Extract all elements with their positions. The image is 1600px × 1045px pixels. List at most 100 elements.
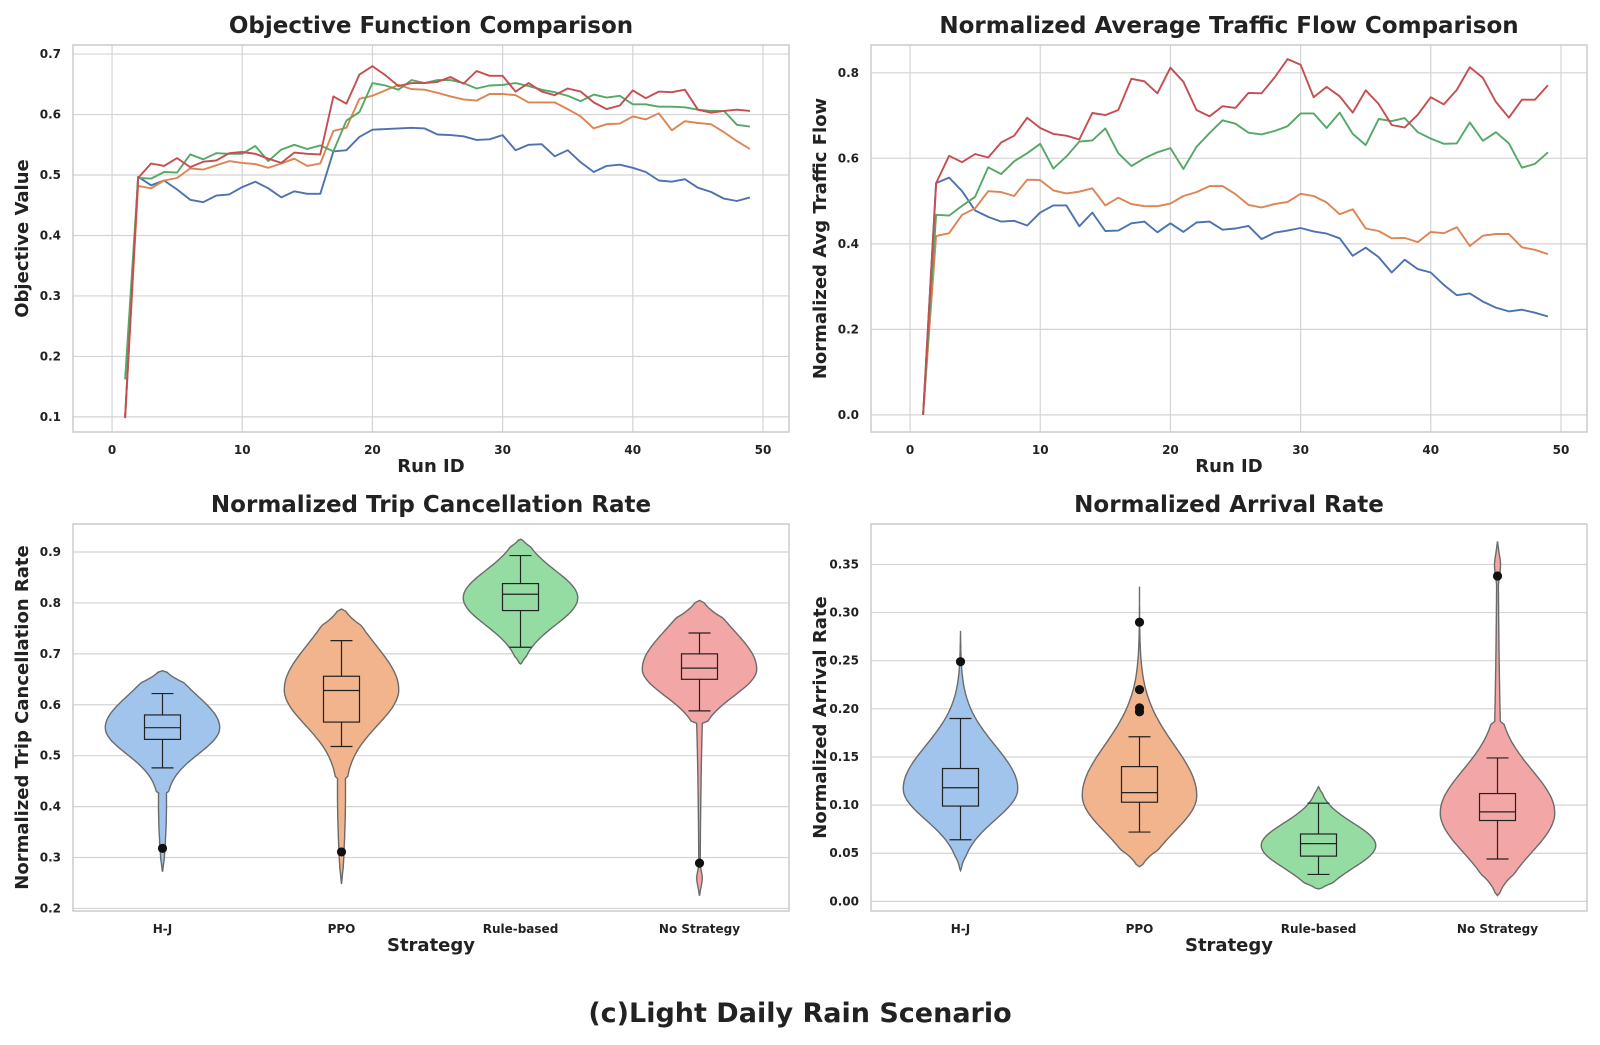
chart-title: Normalized Average Traffic Flow Comparis… <box>939 13 1518 39</box>
x-axis-label: Strategy <box>387 935 475 956</box>
violin-3 <box>1260 785 1377 890</box>
x-tick-label: 30 <box>494 443 511 457</box>
violin-4 <box>641 599 758 896</box>
x-tick-label: 20 <box>364 443 381 457</box>
x-tick-label: H-J <box>153 922 173 936</box>
box-iqr <box>1478 792 1517 822</box>
chart-title: Normalized Arrival Rate <box>1074 492 1384 518</box>
series-line-3 <box>922 111 1549 415</box>
boxplot-4 <box>680 632 719 868</box>
line-chart-panel-2: 0 10 20 30 40 50 0.0 0.2 0.4 0.6 0.8 Normalized Ave… <box>810 13 1588 477</box>
x-tick-label: PPO <box>1126 922 1154 936</box>
y-tick-label: 0.5 <box>40 168 61 182</box>
violin-4 <box>1439 541 1556 897</box>
y-axis-label: Normalized Trip Cancellation Rate <box>12 545 33 889</box>
boxplot-1 <box>143 692 182 853</box>
x-axis-label: Run ID <box>1195 456 1262 477</box>
x-tick-label: 10 <box>1032 443 1049 457</box>
series-line-3 <box>124 79 751 380</box>
violin-2 <box>1081 586 1198 868</box>
outlier-point <box>1134 684 1145 695</box>
outlier-point <box>336 847 347 857</box>
y-tick-label: 0.9 <box>40 545 61 559</box>
y-tick-label: 0.25 <box>829 654 859 668</box>
boxplot-3 <box>501 554 540 648</box>
x-axis-label: Run ID <box>397 456 464 477</box>
box-iqr <box>1299 833 1338 857</box>
y-tick-label: 0.20 <box>829 702 859 716</box>
x-tick-label: No Strategy <box>659 922 740 936</box>
x-tick-label: No Strategy <box>1457 922 1538 936</box>
outlier-point <box>157 843 168 853</box>
plot-frame <box>72 44 790 433</box>
y-tick-label: 0.10 <box>829 798 859 812</box>
plot-frame <box>870 44 1588 433</box>
y-tick-label: 0.4 <box>40 800 61 814</box>
series-line-2 <box>922 178 1549 415</box>
y-tick-label: 0.6 <box>838 151 859 165</box>
y-tick-label: 0.7 <box>40 647 61 661</box>
y-tick-label: 0.4 <box>40 228 61 242</box>
boxplot-1 <box>941 657 980 841</box>
y-tick-label: 0.3 <box>40 289 61 303</box>
x-axis-label: Strategy <box>1185 935 1273 956</box>
plot-frame <box>72 523 790 912</box>
y-tick-label: 0.4 <box>838 237 859 251</box>
y-axis-label: Normalized Avg Traffic Flow <box>810 98 831 379</box>
outlier-point <box>1492 571 1503 581</box>
x-tick-label: PPO <box>328 922 356 936</box>
figure-caption: (c)Light Daily Rain Scenario <box>588 998 1011 1029</box>
box-iqr <box>1120 765 1159 803</box>
y-tick-label: 0.6 <box>40 698 61 712</box>
outlier-point <box>1134 703 1145 713</box>
y-tick-label: 0.0 <box>838 408 859 422</box>
x-tick-label: Rule-based <box>1281 922 1357 936</box>
boxplot-2 <box>322 640 361 857</box>
outlier-point <box>955 657 966 667</box>
x-tick-label: 40 <box>624 443 641 457</box>
x-tick-label: 50 <box>755 443 772 457</box>
y-tick-label: 0.30 <box>829 606 859 620</box>
violin-chart-panel-3: 0.2 0.3 0.4 0.5 0.6 0.7 0.8 0.9 H-J PPO Rule-based… <box>12 492 790 956</box>
chart-title: Normalized Trip Cancellation Rate <box>211 492 651 518</box>
boxplot-3 <box>1299 802 1338 876</box>
boxplot-2 <box>1120 617 1159 833</box>
y-tick-label: 0.2 <box>838 322 859 336</box>
x-tick-label: Rule-based <box>483 922 559 936</box>
y-tick-label: 0.15 <box>829 750 859 764</box>
series-line-2 <box>124 83 751 417</box>
x-tick-label: 20 <box>1162 443 1179 457</box>
series-line-4 <box>124 65 750 419</box>
y-tick-label: 0.1 <box>40 410 61 424</box>
violin-3 <box>462 538 579 665</box>
box-iqr <box>501 582 540 612</box>
y-axis-label: Normalized Arrival Rate <box>810 596 831 838</box>
y-tick-label: 0.35 <box>829 557 859 571</box>
line-chart-panel-1: 0 10 20 30 40 50 0.1 0.2 0.3 0.4 0.5 0.6 0.7 Objectiv… <box>12 13 790 477</box>
y-tick-label: 0.7 <box>40 47 61 61</box>
chart-title: Objective Function Comparison <box>229 13 633 39</box>
series-line-4 <box>922 58 1549 415</box>
y-tick-label: 0.3 <box>40 851 61 865</box>
plot-frame <box>870 523 1588 912</box>
box-iqr <box>680 653 719 680</box>
x-tick-label: H-J <box>951 922 971 936</box>
box-iqr <box>322 675 361 723</box>
x-tick-label: 0 <box>906 443 914 457</box>
x-tick-label: 50 <box>1553 443 1570 457</box>
y-tick-label: 0.05 <box>829 846 859 860</box>
x-tick-label: 10 <box>234 443 251 457</box>
outlier-point <box>1134 617 1145 627</box>
y-tick-label: 0.2 <box>40 349 61 363</box>
y-axis-label: Objective Value <box>12 159 33 318</box>
violin-chart-panel-4: 0.00 0.05 0.10 0.15 0.20 0.25 0.30 0.35 H-J PPO Ru… <box>810 492 1588 956</box>
y-tick-label: 0.8 <box>40 596 61 610</box>
series-line-1 <box>124 126 751 419</box>
boxplot-4 <box>1478 571 1517 860</box>
x-tick-label: 40 <box>1422 443 1439 457</box>
y-tick-label: 0.6 <box>40 108 61 122</box>
y-tick-label: 0.5 <box>40 749 61 763</box>
violin-1 <box>104 669 221 872</box>
x-tick-label: 0 <box>108 443 116 457</box>
